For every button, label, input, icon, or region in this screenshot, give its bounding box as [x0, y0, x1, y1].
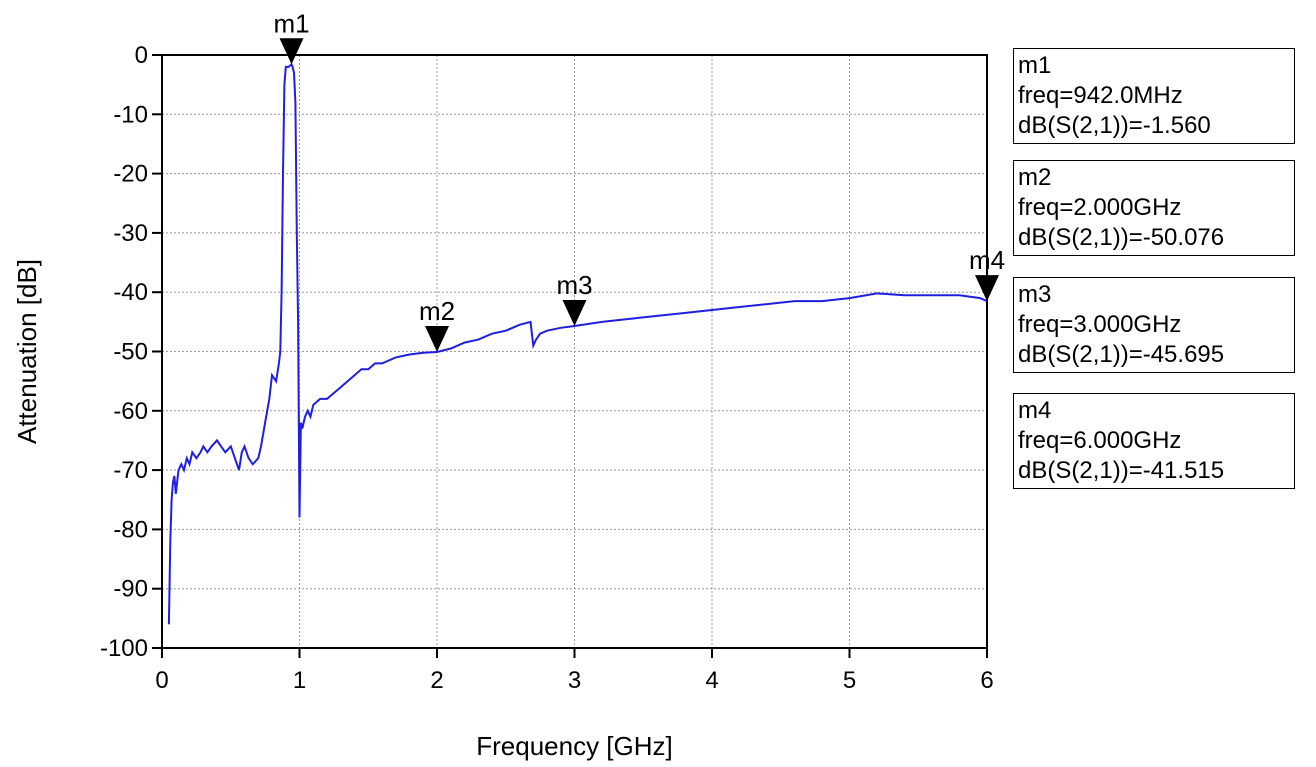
- marker-label: m1: [273, 8, 309, 38]
- y-tick-label: -90: [113, 576, 148, 603]
- readout-value: dB(S(2,1))=-45.695: [1018, 341, 1225, 368]
- marker-m1: m1: [273, 8, 310, 65]
- readout-freq: freq=942.0MHz: [1018, 82, 1183, 109]
- chart-grid: [162, 55, 987, 648]
- marker-m4: m4: [969, 245, 1005, 302]
- x-tick-label: 4: [705, 667, 718, 694]
- x-axis-title: Frequency [GHz]: [476, 731, 673, 761]
- readout-value: dB(S(2,1))=-1.560: [1018, 112, 1211, 139]
- y-tick-label: -80: [113, 516, 148, 543]
- y-tick-label: -60: [113, 398, 148, 425]
- marker-m3: m3: [556, 270, 593, 326]
- readout-name: m1: [1018, 52, 1052, 79]
- marker-m2: m2: [419, 296, 455, 352]
- readout-name: m4: [1018, 397, 1052, 424]
- marker-readout-m3: m3 freq=3.000GHz dB(S(2,1))=-45.695: [1013, 277, 1295, 373]
- marker-label: m4: [969, 245, 1005, 275]
- s21-trace: [167, 62, 988, 625]
- x-tick-label: 3: [568, 667, 581, 694]
- y-tick-label: -70: [113, 457, 148, 484]
- readout-value: dB(S(2,1))=-41.515: [1018, 457, 1225, 484]
- marker-triangle-icon: [975, 275, 999, 302]
- x-tick-label: 5: [843, 667, 856, 694]
- marker-label: m3: [556, 270, 592, 300]
- y-tick-label: 0: [135, 42, 148, 69]
- marker-triangle-icon: [425, 325, 449, 352]
- marker-label: m2: [419, 296, 455, 326]
- readout-value: dB(S(2,1))=-50.076: [1018, 224, 1225, 251]
- marker-readout-m4: m4 freq=6.000GHz dB(S(2,1))=-41.515: [1013, 393, 1295, 489]
- y-tick-label: -40: [113, 279, 148, 306]
- y-tick-label: -30: [113, 220, 148, 247]
- y-tick-label: -10: [113, 101, 148, 128]
- x-tick-label: 0: [155, 667, 168, 694]
- y-tick-label: -50: [113, 339, 148, 366]
- x-tick-label: 2: [430, 667, 443, 694]
- readout-freq: freq=6.000GHz: [1018, 427, 1182, 454]
- y-axis-title: Attenuation [dB]: [12, 259, 42, 444]
- axis-ticks: 0 1 2 3 4 5 6 0 -10 -20 -30 -40 -50 -60 -70 -80 -90 -100: [100, 42, 994, 694]
- marker-triangle-icon: [562, 299, 587, 326]
- readout-name: m3: [1018, 281, 1052, 308]
- x-tick-label: 1: [293, 667, 306, 694]
- readout-freq: freq=3.000GHz: [1018, 311, 1182, 338]
- marker-triangle-icon: [279, 38, 304, 65]
- marker-readout-m1: m1 freq=942.0MHz dB(S(2,1))=-1.560: [1013, 48, 1295, 144]
- y-tick-label: -100: [100, 635, 148, 662]
- x-tick-label: 6: [980, 667, 993, 694]
- readout-freq: freq=2.000GHz: [1018, 194, 1182, 221]
- marker-readout-m2: m2 freq=2.000GHz dB(S(2,1))=-50.076: [1013, 160, 1295, 256]
- readout-name: m2: [1018, 164, 1052, 191]
- marker-layer: m1 m2 m3 m4: [273, 8, 1005, 352]
- y-tick-label: -20: [113, 161, 148, 188]
